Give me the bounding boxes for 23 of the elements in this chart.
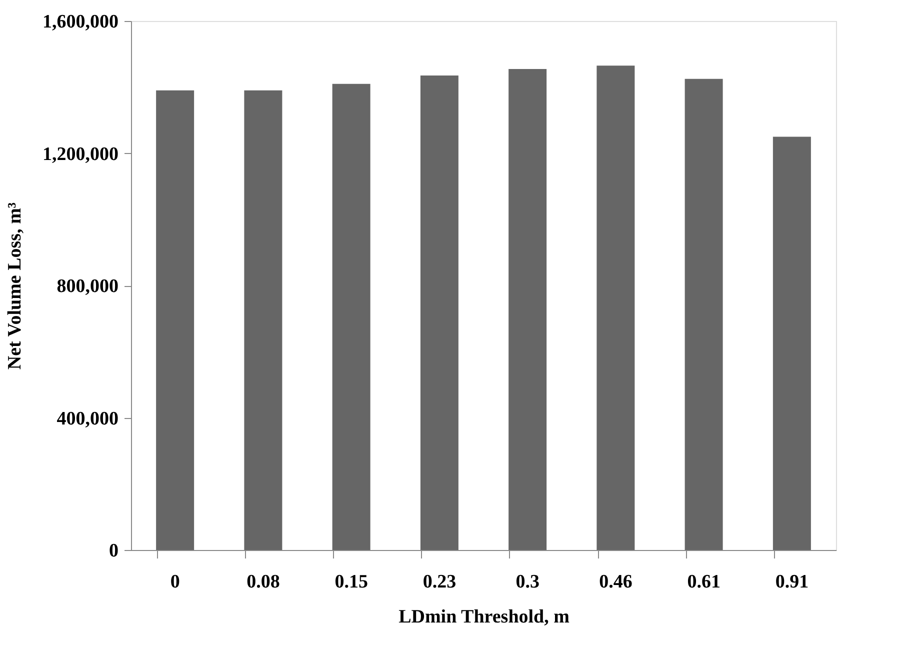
- x-tick-label: 0.23: [422, 572, 456, 592]
- bar: [156, 90, 194, 550]
- bar: [508, 68, 547, 550]
- bar: [420, 76, 458, 550]
- y-tick-label: 400,000: [56, 408, 118, 430]
- y-tick-label: 0: [109, 540, 118, 562]
- y-tick-label: 1,600,000: [42, 12, 118, 32]
- x-tick-label: 0.91: [775, 572, 809, 592]
- x-tick-label: 0.08: [246, 572, 280, 592]
- y-axis-title: Net Volume Loss, m³: [4, 202, 26, 370]
- bar: [772, 136, 811, 550]
- bar: [244, 90, 282, 550]
- x-tick-label: 0.61: [687, 572, 720, 592]
- x-tick-label: 0: [170, 572, 180, 592]
- x-tick-label: 0.15: [334, 572, 368, 592]
- bar: [332, 84, 370, 550]
- y-tick-label: 1,200,000: [42, 144, 118, 165]
- x-tick-label: 0.46: [599, 572, 632, 592]
- x-axis-title: LDmin Threshold, m: [398, 606, 570, 628]
- bar: [684, 78, 723, 550]
- y-tick-label: 800,000: [56, 276, 118, 297]
- bar: [596, 66, 635, 550]
- x-tick-label: 0.3: [516, 572, 540, 592]
